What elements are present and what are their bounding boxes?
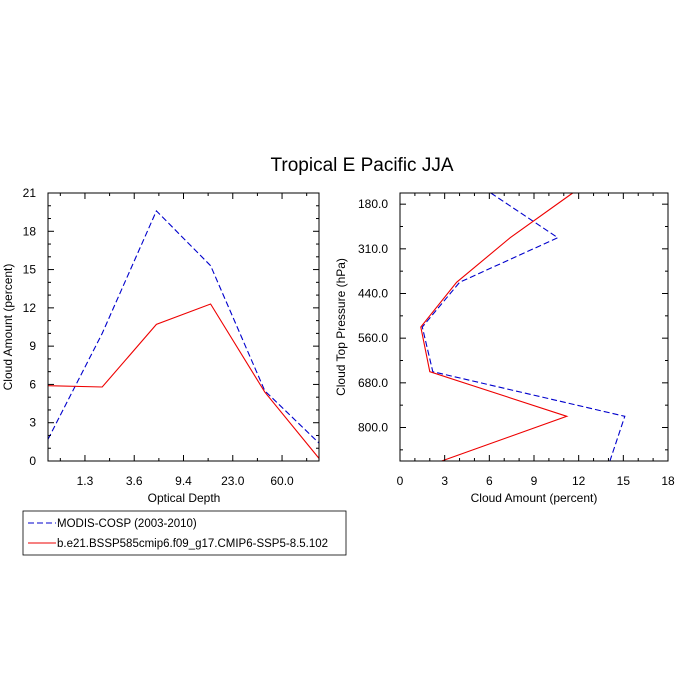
left-y-tick-label: 0	[29, 454, 36, 468]
left-x-axis-label: Optical Depth	[148, 491, 221, 505]
left-y-axis-label: Cloud Amount (percent)	[1, 264, 15, 391]
right-y-axis-label: Cloud Top Pressure (hPa)	[334, 258, 348, 396]
right-x-tick-label: 15	[617, 474, 631, 488]
right-y-tick-label: 440.0	[358, 287, 388, 301]
left-x-tick-label: 3.6	[126, 474, 143, 488]
right-x-ticks: 0 3 6 9 12 15 18	[397, 193, 675, 488]
right-series-line-1	[420, 192, 574, 462]
right-x-tick-label: 6	[486, 474, 493, 488]
left-x-tick-label: 1.3	[77, 474, 94, 488]
left-y-tick-label: 21	[23, 186, 37, 200]
left-y-tick-label: 12	[23, 301, 37, 315]
left-plot-lines	[47, 209, 320, 459]
right-y-tick-label: 680.0	[358, 376, 388, 390]
left-y-tick-label: 3	[29, 416, 36, 430]
left-x-tick-label: 23.0	[221, 474, 245, 488]
right-plot-lines	[420, 192, 626, 462]
right-x-axis-label: Cloud Amount (percent)	[471, 491, 598, 505]
right-y-tick-label: 560.0	[358, 331, 388, 345]
left-series-line-1	[47, 303, 320, 459]
legend-label-model: b.e21.BSSP585cmip6.f09_g17.CMIP6-SSP5-8.…	[57, 538, 328, 550]
left-x-tick-label: 9.4	[175, 474, 192, 488]
left-x-ticks: 1.3 3.6 9.4 23.0 60.0	[59, 193, 308, 488]
legend-box	[22, 510, 347, 556]
legend-label-obs: MODIS-COSP (2003-2010)	[57, 518, 197, 530]
left-y-tick-label: 9	[29, 339, 36, 353]
chart-title: Tropical E Pacific JJA	[270, 155, 453, 176]
left-plot-frame	[47, 192, 320, 462]
left-y-tick-label: 6	[29, 377, 36, 391]
right-panel: 0 3 6 9 12 15 18 180.0 310.0 440.0 560.0 680.0 800.…	[334, 192, 675, 505]
right-plot-frame	[399, 192, 669, 462]
right-x-tick-label: 12	[572, 474, 586, 488]
right-series-line-0	[421, 192, 626, 462]
right-y-ticks: 180.0 310.0 440.0 560.0 680.0 800.0	[358, 197, 668, 451]
left-y-ticks: 0 3 6 9 12 15 18 21	[23, 186, 319, 468]
right-y-tick-label: 180.0	[358, 197, 388, 211]
left-y-tick-label: 18	[23, 224, 37, 238]
right-y-tick-label: 310.0	[358, 242, 388, 256]
right-y-tick-label: 800.0	[358, 421, 388, 435]
legend: MODIS-COSP (2003-2010) b.e21.BSSP585cmip…	[22, 510, 347, 556]
left-y-tick-label: 15	[23, 263, 37, 277]
right-x-tick-label: 0	[397, 474, 404, 488]
left-series-line-0	[47, 209, 320, 444]
left-panel: 1.3 3.6 9.4 23.0 60.0 0 3 6 9 12 15 18 21 Optical D…	[1, 186, 320, 505]
right-x-tick-label: 18	[661, 474, 675, 488]
right-x-tick-label: 3	[441, 474, 448, 488]
left-x-tick-label: 60.0	[270, 474, 294, 488]
right-x-tick-label: 9	[531, 474, 538, 488]
